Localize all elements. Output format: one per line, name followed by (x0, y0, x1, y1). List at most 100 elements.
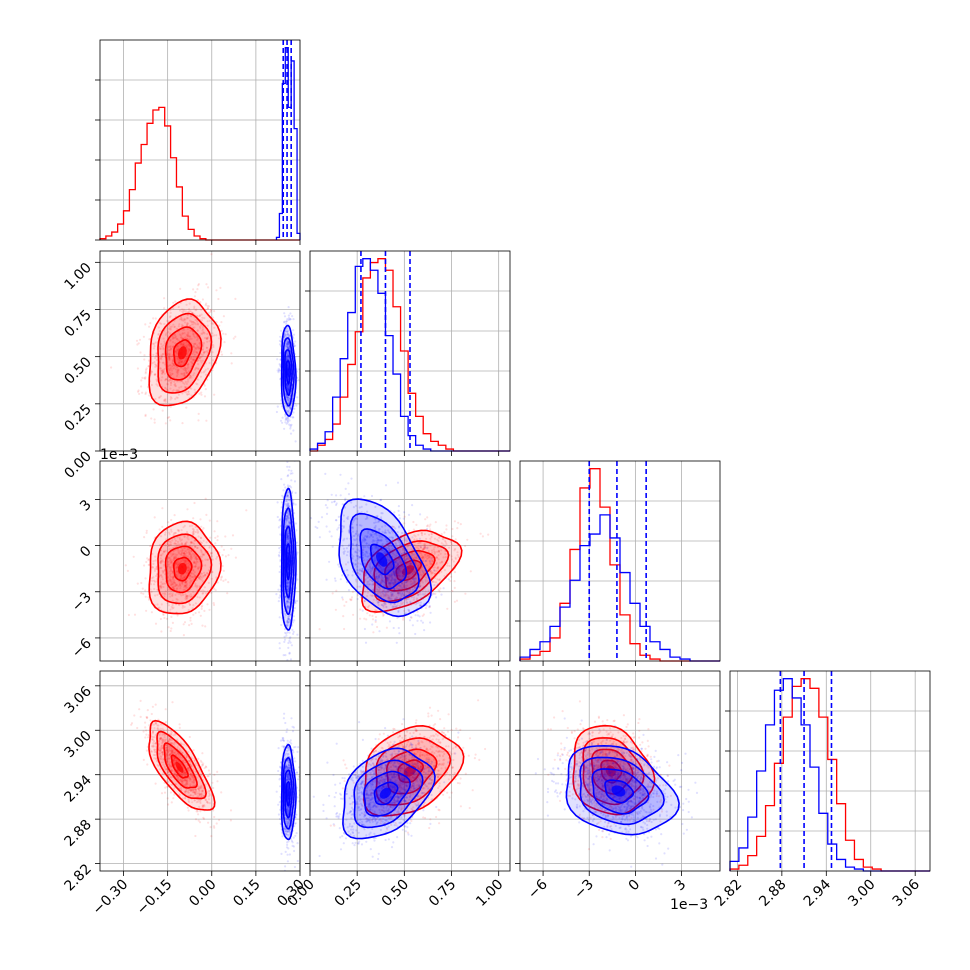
scatter-point (160, 630, 163, 633)
scatter-point (197, 567, 200, 571)
scatter-point (152, 353, 155, 356)
scatter-point (166, 335, 169, 338)
scatter-point (424, 555, 427, 559)
scatter-point (200, 572, 203, 575)
scatter-point (190, 540, 193, 544)
scatter-point (183, 372, 186, 375)
scatter-point (206, 603, 209, 606)
scatter-point (168, 358, 171, 361)
scatter-point (176, 369, 179, 372)
scatter-point (186, 334, 190, 337)
scatter-point (180, 552, 183, 555)
scatter-point (388, 598, 391, 601)
scatter-point (187, 550, 190, 553)
scatter-point (226, 592, 229, 595)
scatter-point (181, 606, 184, 609)
scatter-point (169, 332, 172, 335)
scatter-point (203, 590, 206, 593)
scatter-point (204, 625, 207, 628)
scatter-point (444, 541, 447, 544)
scatter-point (191, 552, 194, 555)
scatter-point (167, 604, 170, 607)
scatter-point (178, 361, 181, 364)
scatter-point (437, 550, 440, 553)
scatter-point (182, 308, 185, 311)
scatter-point (420, 554, 423, 557)
scatter-point (176, 570, 179, 573)
scatter-point (171, 599, 174, 602)
scatter-point (169, 366, 172, 369)
scatter-point (286, 345, 289, 348)
scatter-point (195, 351, 199, 354)
scatter-point (286, 600, 289, 603)
scatter-point (154, 397, 157, 401)
scatter-point (154, 594, 157, 597)
scatter-point (158, 543, 161, 547)
scatter-point (182, 381, 185, 384)
scatter-point (189, 558, 192, 561)
scatter-point (285, 417, 288, 420)
scatter-point (190, 541, 193, 545)
scatter-point (176, 337, 179, 341)
scatter-point (286, 514, 289, 518)
scatter-point (155, 365, 158, 368)
scatter-point (387, 597, 390, 600)
scatter-point (396, 563, 399, 566)
scatter-point (415, 545, 418, 549)
scatter-point (283, 427, 286, 430)
scatter-point (196, 344, 199, 347)
scatter-point (155, 358, 158, 362)
scatter-point (186, 595, 189, 598)
scatter-point (173, 556, 176, 559)
scatter-point (206, 558, 209, 561)
scatter-point (180, 342, 183, 345)
scatter-point (296, 396, 299, 399)
scatter-point (286, 388, 289, 391)
scatter-point (293, 511, 296, 515)
scatter-point (412, 520, 415, 524)
scatter-point (187, 565, 190, 568)
scatter-point (169, 315, 172, 318)
scatter-point (144, 323, 147, 326)
scatter-point (182, 310, 185, 313)
scatter-point (200, 572, 203, 575)
scatter-point (184, 561, 188, 564)
scatter-point (186, 508, 189, 511)
scatter-point (163, 399, 166, 402)
scatter-point (191, 575, 194, 579)
scatter-point (170, 369, 173, 372)
scatter-point (450, 543, 453, 546)
scatter-point (211, 332, 214, 335)
scatter-point (147, 365, 150, 368)
scatter-point (288, 621, 291, 624)
scatter-point (171, 578, 175, 581)
scatter-point (371, 618, 375, 621)
scatter-point (190, 572, 193, 575)
scatter-point (197, 576, 200, 580)
scatter-point (201, 298, 204, 301)
scatter-point (296, 633, 299, 636)
scatter-point (196, 383, 199, 386)
scatter-point (185, 594, 188, 597)
scatter-point (206, 337, 209, 340)
scatter-point (454, 547, 457, 551)
scatter-point (182, 342, 185, 345)
scatter-point (428, 606, 431, 609)
scatter-point (168, 557, 171, 560)
scatter-point (139, 351, 142, 354)
scatter-point (179, 549, 182, 553)
scatter-point (151, 579, 154, 582)
scatter-point (371, 594, 374, 597)
scatter-point (180, 582, 183, 585)
scatter-point (137, 389, 140, 392)
scatter-point (164, 422, 167, 425)
scatter-point (190, 541, 193, 544)
scatter-point (168, 357, 171, 360)
scatter-point (208, 545, 211, 548)
scatter-point (172, 576, 175, 579)
scatter-point (169, 383, 172, 387)
scatter-point (283, 628, 287, 631)
scatter-point (193, 372, 196, 375)
scatter-point (406, 545, 409, 548)
scatter-point (136, 343, 139, 346)
